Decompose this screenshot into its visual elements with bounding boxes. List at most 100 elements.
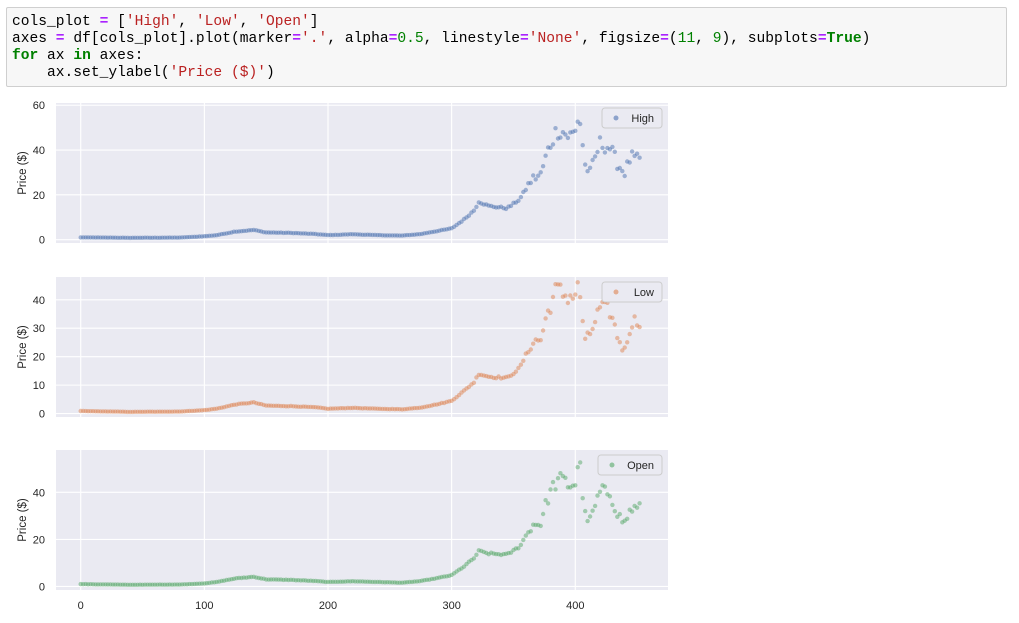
data-point	[610, 315, 615, 320]
data-point	[528, 347, 533, 352]
data-point	[580, 496, 585, 501]
legend-marker	[609, 462, 615, 468]
data-point	[563, 475, 568, 480]
data-point	[555, 476, 561, 481]
data-point	[602, 150, 608, 155]
legend-box	[597, 454, 663, 476]
data-point	[521, 358, 526, 363]
y-tick-label: 0	[39, 235, 45, 247]
code-line-2: axes = df[cols_plot].plot(marker='.', al…	[12, 31, 871, 47]
data-point	[573, 128, 578, 133]
data-point	[612, 509, 617, 514]
series-high	[78, 119, 642, 241]
data-point	[563, 293, 568, 298]
legend-box	[601, 107, 663, 129]
data-point	[592, 319, 598, 325]
data-point	[602, 484, 608, 489]
legend-box	[601, 281, 663, 303]
data-point	[627, 331, 632, 337]
data-point	[597, 489, 603, 494]
legend-label: Low	[634, 287, 654, 299]
data-point	[471, 380, 477, 385]
data-point	[548, 310, 553, 315]
data-point	[583, 162, 588, 167]
data-point	[523, 533, 528, 538]
data-point	[565, 300, 571, 306]
data-point	[590, 508, 595, 513]
data-point	[597, 305, 603, 310]
data-point	[548, 145, 553, 150]
data-point	[528, 180, 533, 186]
data-point	[625, 516, 630, 521]
x-tick-label: 100	[195, 600, 213, 612]
plot-area	[56, 103, 668, 243]
data-point	[474, 204, 479, 210]
data-point	[513, 369, 519, 374]
code-line-4: ax.set_ylabel('Price ($)')	[12, 65, 275, 81]
data-point	[528, 529, 533, 534]
data-point	[518, 362, 524, 367]
y-tick-label: 20	[33, 190, 45, 202]
subplots-figure: 0 20 40 60 Price ($) High 0 10 20 30 40 Price ($) Lo…	[17, 100, 668, 612]
data-point	[583, 508, 588, 514]
data-point	[550, 142, 556, 147]
y-axis-label: Price ($)	[17, 325, 29, 369]
data-point	[508, 203, 514, 209]
legend: Open	[597, 454, 663, 476]
subplot-high: 0 20 40 60 Price ($) High	[17, 100, 668, 247]
data-point	[612, 149, 617, 154]
data-point	[531, 341, 536, 346]
y-tick-label: 60	[33, 100, 45, 112]
y-tick-label: 30	[33, 323, 45, 335]
data-point	[585, 518, 590, 524]
data-point	[518, 542, 524, 548]
y-tick-label: 20	[33, 534, 45, 546]
data-point	[521, 537, 526, 543]
y-axis-label: Price ($)	[17, 151, 29, 195]
data-point	[536, 173, 541, 178]
data-point	[617, 165, 622, 171]
data-point	[629, 509, 635, 514]
data-point	[617, 511, 622, 517]
y-tick-label: 0	[39, 581, 45, 593]
data-point	[578, 295, 583, 300]
data-point	[620, 168, 625, 174]
data-point	[595, 493, 600, 498]
data-point	[550, 479, 556, 485]
data-point	[583, 336, 588, 341]
legend-label: High	[631, 113, 654, 125]
data-point	[592, 503, 598, 509]
data-point	[553, 487, 558, 492]
data-point	[570, 296, 575, 301]
data-point	[637, 501, 642, 506]
y-axis-label: Price ($)	[17, 498, 29, 542]
data-point	[516, 365, 521, 371]
data-point	[600, 145, 605, 151]
y-tick-label: 0	[39, 409, 45, 421]
x-tick-label: 300	[442, 600, 460, 612]
data-point	[533, 177, 538, 182]
code-cell[interactable]: cols_plot = ['High', 'Low', 'Open'] axes …	[6, 7, 1007, 87]
data-point	[550, 294, 556, 300]
data-point	[615, 335, 620, 341]
data-point	[585, 169, 590, 174]
data-point	[568, 293, 573, 298]
data-point	[543, 153, 548, 158]
y-tick-label: 20	[33, 352, 45, 364]
data-point	[587, 514, 593, 519]
data-point	[471, 556, 477, 561]
data-point	[575, 465, 580, 470]
data-point	[538, 523, 543, 529]
y-tick-label: 40	[33, 295, 45, 307]
data-point	[563, 132, 568, 137]
data-point	[629, 325, 635, 330]
data-point	[590, 157, 595, 163]
y-tick-label: 40	[33, 145, 45, 157]
data-point	[474, 552, 479, 557]
data-point	[471, 208, 477, 213]
subplot-low: 0 10 20 30 40 Price ($) Low	[17, 277, 668, 421]
data-point	[617, 340, 622, 345]
legend-marker	[613, 115, 619, 121]
data-point	[538, 170, 543, 175]
